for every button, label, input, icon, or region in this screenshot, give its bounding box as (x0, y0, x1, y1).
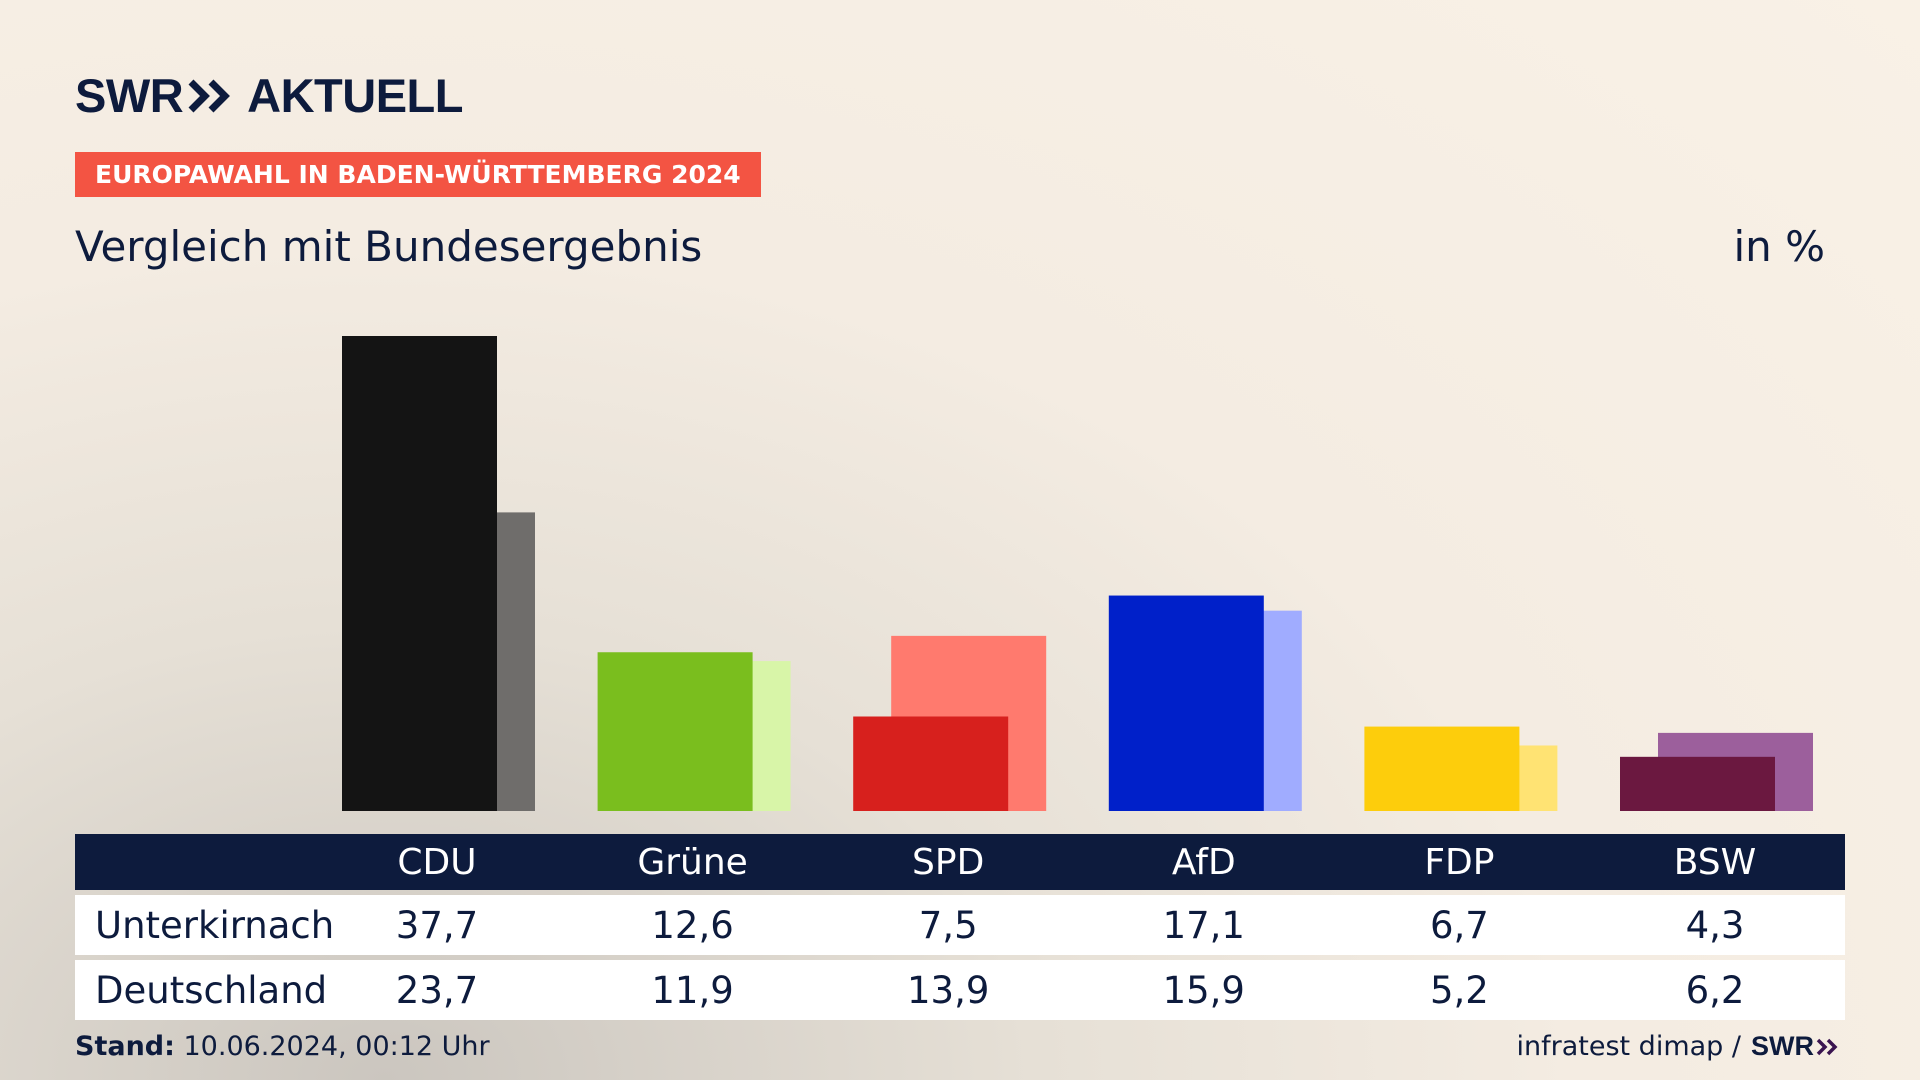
source-credit: infratest dimap / SWR (1516, 1031, 1842, 1062)
stand-label: Stand: (75, 1031, 175, 1062)
bar-cdu-unterkirnach (342, 336, 497, 811)
table-row: Deutschland 23,7 11,9 13,9 15,9 5,2 6,2 (75, 960, 1845, 1020)
column-header-spd: SPD (912, 841, 985, 883)
column-header-bsw: BSW (1673, 841, 1757, 883)
timestamp: Stand: 10.06.2024, 00:12 Uhr (75, 1031, 490, 1062)
value-cdu: 37,7 (395, 903, 479, 947)
logo-aktuell-text: AKTUELL (247, 69, 463, 122)
value-gruene: 12,6 (651, 903, 734, 947)
value-fdp: 6,7 (1429, 903, 1489, 947)
swr-small-logo: SWR (1751, 1031, 1842, 1062)
results-table: CDU Grüne SPD AfD FDP BSW Unterkirnach 37,7 12,… (75, 834, 1845, 1020)
unit-label: in % (1733, 222, 1825, 271)
row-label: Deutschland (95, 968, 328, 1012)
value-bsw: 4,3 (1685, 903, 1745, 947)
column-header-gruene: Grüne (637, 841, 748, 883)
source-text: infratest dimap / (1516, 1031, 1741, 1062)
table-header: CDU Grüne SPD AfD FDP BSW (75, 834, 1845, 890)
column-header-afd: AfD (1171, 841, 1236, 883)
value-afd: 17,1 (1162, 903, 1245, 947)
bar-chart (342, 336, 1813, 811)
chart-subtitle: Vergleich mit Bundesergebnis (75, 222, 703, 271)
bar-bsw-unterkirnach (1620, 756, 1775, 811)
table-row: Unterkirnach 37,7 12,6 7,5 17,1 6,7 4,3 (75, 895, 1845, 955)
election-tag: EUROPAWAHL IN BADEN-WÜRTTEMBERG 2024 (75, 152, 761, 197)
value-cdu: 23,7 (395, 968, 479, 1012)
column-header-fdp: FDP (1424, 841, 1495, 883)
value-bsw: 6,2 (1685, 968, 1745, 1012)
bar-gruene-unterkirnach (597, 652, 753, 811)
value-spd: 7,5 (918, 903, 978, 947)
double-chevron-icon (188, 79, 231, 112)
swr-aktuell-logo: SWR AKTUELL (75, 68, 463, 123)
stand-value: 10.06.2024, 00:12 Uhr (174, 1031, 490, 1062)
double-chevron-small-icon (1816, 1038, 1838, 1055)
logo-swr-text: SWR (75, 69, 184, 122)
swr-small-text: SWR (1751, 1031, 1814, 1061)
column-header-cdu: CDU (397, 841, 477, 883)
value-spd: 13,9 (906, 968, 990, 1012)
row-label: Unterkirnach (95, 903, 335, 947)
bar-fdp-unterkirnach (1364, 726, 1520, 811)
table-body: Unterkirnach 37,7 12,6 7,5 17,1 6,7 4,3 Deutsch… (75, 895, 1845, 1020)
value-fdp: 5,2 (1429, 968, 1489, 1012)
bar-afd-unterkirnach (1108, 595, 1264, 811)
value-gruene: 11,9 (651, 968, 734, 1012)
value-afd: 15,9 (1162, 968, 1245, 1012)
bar-spd-unterkirnach (853, 716, 1009, 811)
